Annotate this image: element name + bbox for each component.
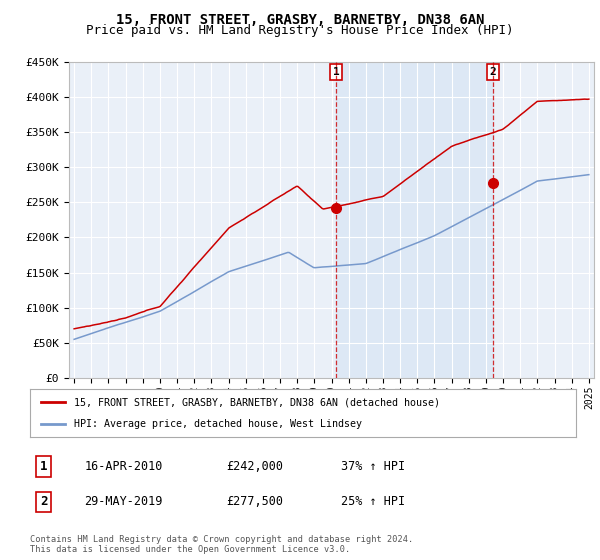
Text: 29-MAY-2019: 29-MAY-2019 [85, 496, 163, 508]
Text: HPI: Average price, detached house, West Lindsey: HPI: Average price, detached house, West… [74, 419, 362, 429]
Text: 37% ↑ HPI: 37% ↑ HPI [341, 460, 406, 473]
Text: Contains HM Land Registry data © Crown copyright and database right 2024.
This d: Contains HM Land Registry data © Crown c… [30, 535, 413, 554]
Text: 16-APR-2010: 16-APR-2010 [85, 460, 163, 473]
Text: 15, FRONT STREET, GRASBY, BARNETBY, DN38 6AN (detached house): 15, FRONT STREET, GRASBY, BARNETBY, DN38… [74, 397, 440, 407]
Text: Price paid vs. HM Land Registry's House Price Index (HPI): Price paid vs. HM Land Registry's House … [86, 24, 514, 38]
Text: 1: 1 [333, 67, 340, 77]
Text: 15, FRONT STREET, GRASBY, BARNETBY, DN38 6AN: 15, FRONT STREET, GRASBY, BARNETBY, DN38… [116, 13, 484, 27]
Text: £277,500: £277,500 [227, 496, 284, 508]
Text: 2: 2 [490, 67, 496, 77]
Text: 25% ↑ HPI: 25% ↑ HPI [341, 496, 406, 508]
Bar [337, 62, 493, 378]
Text: £242,000: £242,000 [227, 460, 284, 473]
Text: 1: 1 [40, 460, 47, 473]
Text: 2: 2 [40, 496, 47, 508]
